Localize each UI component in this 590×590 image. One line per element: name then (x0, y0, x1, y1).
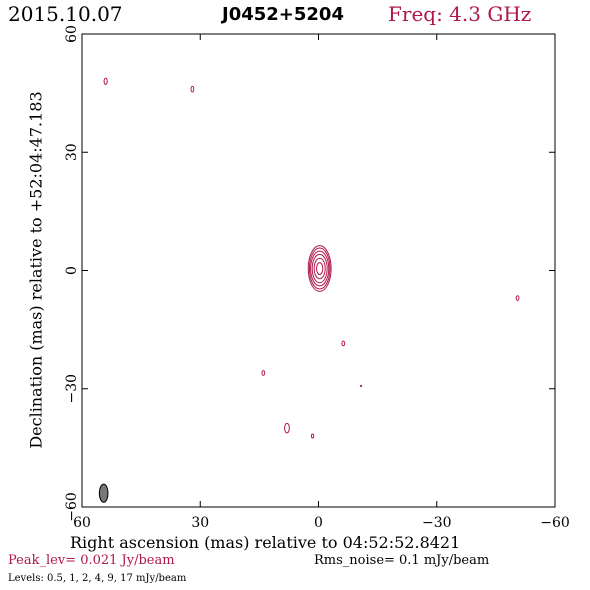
component-contour (310, 433, 315, 439)
core-contour (313, 257, 326, 280)
x-tick-label: −30 (422, 515, 452, 531)
beam-ellipse (98, 483, 109, 503)
x-tick-label: −60 (540, 515, 570, 531)
x-tick-label: 30 (191, 515, 209, 531)
component-contour (341, 340, 346, 347)
plot-frame (81, 33, 556, 508)
peak-level: Peak_lev= 0.021 Jy/beam (8, 553, 175, 568)
component-contour (261, 370, 266, 376)
y-tick-label: 0 (64, 266, 80, 275)
rms-noise: Rms_noise= 0.1 mJy/beam (314, 553, 490, 568)
x-tick-label: 0 (314, 515, 323, 531)
frequency-label: Freq: 4.3 GHz (388, 2, 532, 26)
core-contour (307, 245, 332, 292)
x-axis-label: Right ascension (mas) relative to 04:52:… (70, 533, 461, 552)
core-contour (310, 250, 330, 287)
contour-levels: Levels: 0.5, 1, 2, 4, 9, 17 mJy/beam (8, 573, 187, 584)
y-axis-label: Declination (mas) relative to +52:04:47.… (26, 91, 46, 449)
y-tick-label: 60 (64, 25, 80, 43)
observation-date: 2015.10.07 (8, 2, 123, 26)
y-tick-label: 30 (64, 143, 80, 161)
core-contour (316, 262, 324, 275)
component-contour (359, 384, 363, 388)
component-contour (190, 85, 195, 93)
x-tick-label: 60 (73, 515, 91, 531)
component-contour (103, 77, 108, 85)
y-tick-label: −30 (64, 374, 80, 404)
component-contour (515, 295, 520, 301)
component-contour (284, 422, 290, 434)
core-contour (308, 247, 331, 290)
core-contour (311, 253, 328, 284)
source-name: J0452+5204 (222, 4, 344, 25)
y-tick-label: −60 (64, 492, 80, 522)
